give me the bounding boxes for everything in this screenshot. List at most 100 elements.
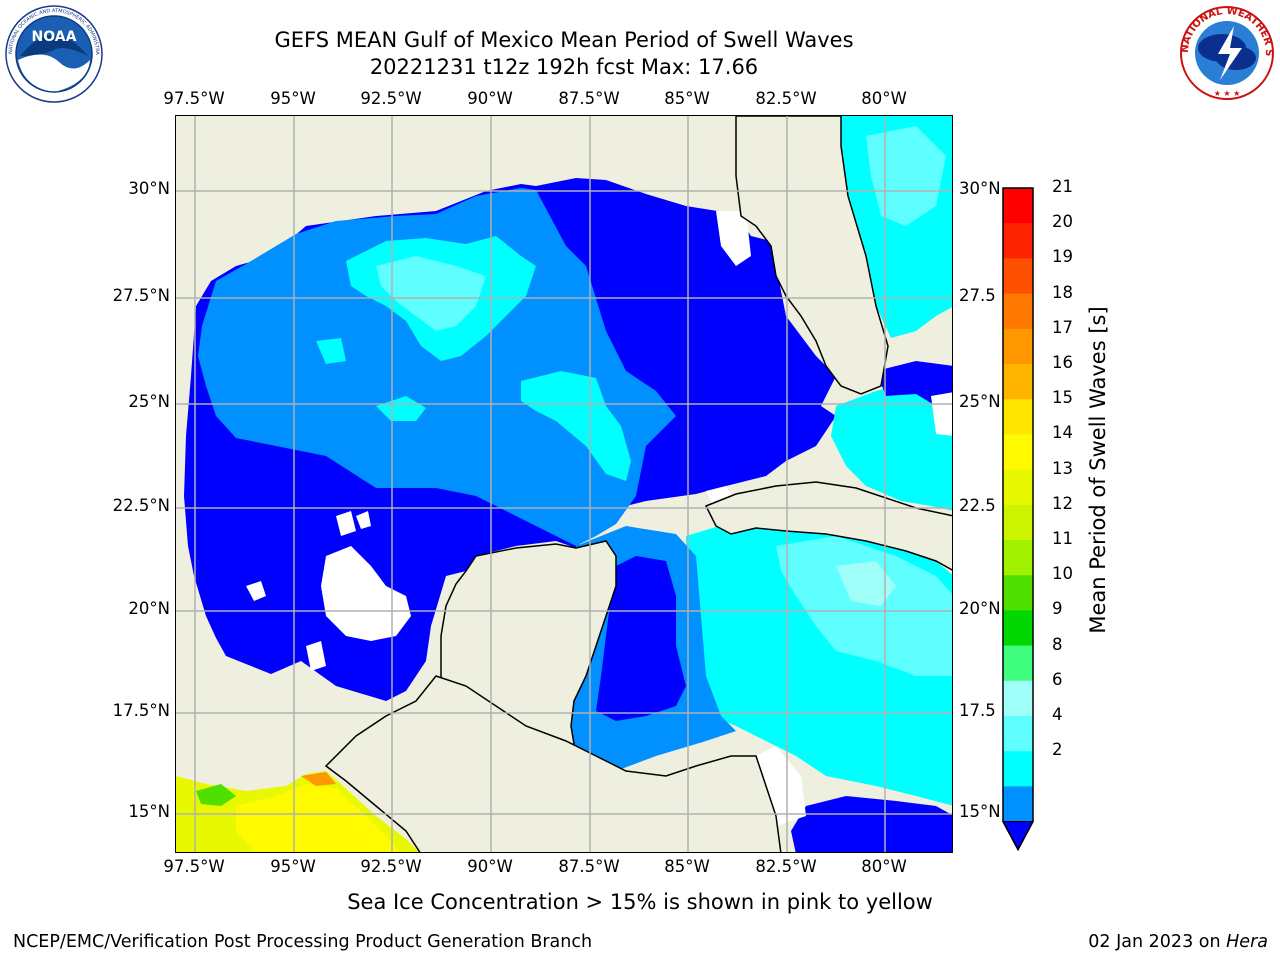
colorbar-tick-label: 14 (1052, 423, 1073, 443)
noaa-logo: NOAA NATIONAL OCEANIC AND ATMOSPHERIC AD… (1, 0, 104, 104)
lon-tick-top: 85°W (664, 89, 710, 108)
map-panel (175, 115, 953, 853)
lat-tick-left: 25°N (128, 392, 170, 411)
gulf-cyan-small-1 (376, 396, 426, 421)
lon-tick-bottom: 90°W (467, 857, 513, 876)
lon-tick-bottom: 95°W (270, 857, 316, 876)
colorbar-segment (1003, 399, 1033, 435)
lon-tick-top: 97.5°W (163, 89, 225, 108)
lat-tick-left: 20°N (128, 599, 170, 618)
lat-tick-right: 30°N (959, 179, 1001, 198)
lat-tick-left: 22.5°N (112, 496, 170, 515)
colorbar-tick-label: 4 (1052, 705, 1063, 724)
colorbar-tick-label: 9 (1052, 599, 1063, 619)
colorbar-segment (1003, 504, 1033, 541)
lon-tick-top: 80°W (861, 89, 907, 108)
florida-land (735, 116, 889, 395)
colorbar-tick-label: 16 (1052, 353, 1073, 372)
footer-host: Hera (1226, 932, 1268, 952)
colorbar-segment (1003, 434, 1033, 471)
bahamas-blue-patch (876, 361, 952, 406)
colorbar-segment (1003, 328, 1033, 365)
colorbar-segment (1003, 716, 1033, 752)
lat-tick-right: 22.5 (959, 496, 996, 515)
lon-tick-top: 95°W (270, 89, 316, 108)
lat-tick-left: 17.5°N (112, 701, 170, 720)
colorbar-tick-label: 15 (1052, 388, 1073, 408)
land-masses (324, 116, 952, 852)
colorbar (1001, 187, 1035, 852)
map-svg (176, 116, 952, 852)
lat-tick-right: 15°N (959, 802, 1001, 821)
lat-tick-right: 20°N (959, 599, 1001, 618)
colorbar-tick-label: 20 (1052, 212, 1073, 232)
colorbar-segment (1003, 751, 1033, 787)
atlantic-light-cyan-patch (866, 126, 946, 226)
lat-tick-right: 25°N (959, 392, 1001, 411)
lon-tick-top: 92.5°W (360, 89, 422, 108)
caribbean-pale-patch (836, 561, 896, 606)
central-america-land (324, 675, 782, 852)
colorbar-segment (1003, 540, 1033, 576)
lat-tick-left: 15°N (128, 802, 170, 821)
footer-date-text: 02 Jan 2023 on (1088, 932, 1227, 952)
chart-title: GEFS MEAN Gulf of Mexico Mean Period of … (274, 28, 854, 52)
caribbean-light-cyan-region (776, 536, 952, 676)
colorbar-tick-label: 2 (1052, 740, 1063, 760)
lon-tick-bottom: 80°W (861, 857, 907, 876)
chart-subtitle: 20221231 t12z 192h fcst Max: 17.66 (369, 55, 759, 79)
colorbar-segment (1003, 575, 1033, 611)
colorbar-segment (1003, 258, 1033, 295)
lat-tick-right: 27.5 (959, 286, 996, 305)
lon-tick-top: 82.5°W (755, 89, 817, 108)
caribbean-deep-blue-sw (791, 796, 952, 852)
colorbar-svg (1001, 187, 1035, 852)
noaa-logo-text: NOAA (32, 29, 77, 45)
colorbar-tick-label: 11 (1052, 529, 1073, 548)
colorbar-segment (1003, 293, 1033, 330)
bahamas-cyan-region (831, 381, 952, 511)
gulf-cyan-small-2 (316, 338, 346, 364)
colorbar-segment (1003, 786, 1033, 823)
colorbar-tick-label: 13 (1052, 458, 1073, 478)
caribbean-deep-blue (596, 556, 686, 721)
colorbar-segment (1003, 223, 1033, 259)
colorbar-tick-label: 18 (1052, 282, 1073, 302)
lon-tick-bottom: 82.5°W (755, 857, 817, 876)
lon-tick-top: 87.5°W (558, 89, 620, 108)
lat-tick-right: 17.5 (959, 701, 996, 720)
colorbar-segment (1003, 469, 1033, 506)
gulf-medium-blue-region (198, 188, 676, 546)
colorbar-segment (1003, 610, 1033, 647)
pacific-green-patch (196, 784, 236, 806)
gulf-light-cyan-north (376, 256, 486, 331)
gulf-cyan-patch-central (521, 371, 631, 481)
lon-tick-bottom: 87.5°W (558, 857, 620, 876)
colorbar-tick-label: 17 (1052, 317, 1073, 337)
footer-credit: NCEP/EMC/Verification Post Processing Pr… (13, 932, 593, 952)
colorbar-extend-triangle (1001, 821, 1035, 851)
lon-tick-top: 90°W (467, 89, 513, 108)
nws-logo: NATIONAL WEATHER SERVICE ★ ★ ★ (1174, 0, 1276, 102)
colorbar-tick-label: 10 (1052, 564, 1073, 584)
colorbar-segment (1003, 364, 1033, 400)
colorbar-tick-label: 8 (1052, 634, 1063, 654)
colorbar-label: Mean Period of Swell Waves [s] (1086, 306, 1110, 634)
colorbar-border (1002, 187, 1034, 852)
lon-tick-bottom: 85°W (664, 857, 710, 876)
colorbar-segment (1003, 680, 1033, 717)
colorbar-tick-label: 12 (1052, 493, 1073, 513)
lat-tick-left: 30°N (128, 179, 170, 198)
colorbar-segment (1003, 188, 1033, 224)
colorbar-segment (1003, 645, 1033, 682)
pacific-orange-patch (301, 772, 336, 786)
graticule (176, 116, 952, 852)
colorbar-tick-label: 19 (1052, 247, 1073, 267)
lat-tick-left: 27.5°N (112, 286, 170, 305)
footer-date: 02 Jan 2023 on Hera (1088, 932, 1268, 952)
lon-tick-bottom: 92.5°W (360, 857, 422, 876)
cuba-land (704, 481, 952, 571)
lon-tick-bottom: 97.5°W (163, 857, 225, 876)
svg-text:★ ★ ★: ★ ★ ★ (1214, 89, 1241, 98)
colorbar-tick-label: 6 (1052, 669, 1063, 689)
